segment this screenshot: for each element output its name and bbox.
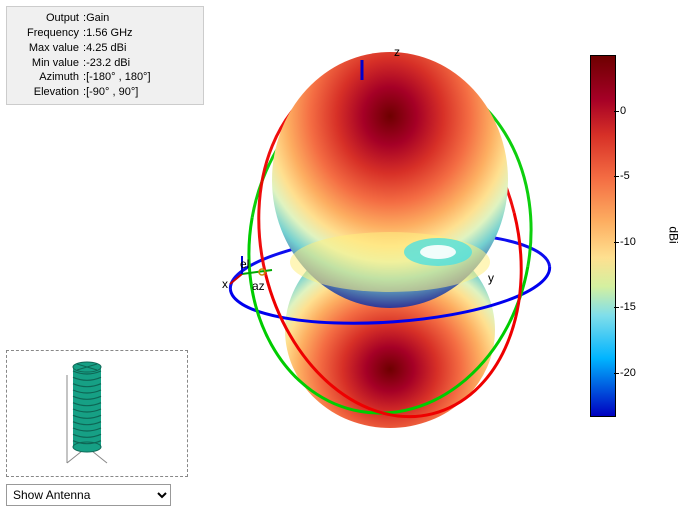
view-dropdown[interactable]: Show Antenna	[6, 484, 171, 506]
info-value: Gain	[86, 11, 195, 26]
colorbar-tick: -5	[620, 170, 630, 182]
info-value: [-90° , 90°]	[86, 85, 195, 100]
info-row: Min value : -23.2 dBi	[15, 56, 195, 71]
axis-label-el: el	[240, 257, 249, 271]
info-row: Azimuth : [-180° , 180°]	[15, 70, 195, 85]
radiation-pattern-plot: z y x azel	[200, 30, 580, 470]
axis-label-z: z	[394, 45, 400, 59]
colorbar-tick: -15	[620, 301, 636, 313]
info-label: Frequency	[15, 26, 83, 41]
colorbar-label: dBi	[666, 226, 680, 243]
colorbar-tick: 0	[620, 105, 626, 117]
colorbar-tick: -20	[620, 367, 636, 379]
info-row: Output : Gain	[15, 11, 195, 26]
plot-svg: z y x azel	[200, 30, 580, 470]
colorbar-ticks: 0 -5 -10 -15 -20	[620, 55, 650, 415]
info-value: 1.56 GHz	[86, 26, 195, 41]
info-label: Azimuth	[15, 70, 83, 85]
info-row: Max value : 4.25 dBi	[15, 41, 195, 56]
info-row: Elevation : [-90° , 90°]	[15, 85, 195, 100]
info-label: Min value	[15, 56, 83, 71]
info-label: Max value	[15, 41, 83, 56]
info-row: Frequency : 1.56 GHz	[15, 26, 195, 41]
info-box: Output : GainFrequency : 1.56 GHzMax val…	[6, 6, 204, 105]
antenna-thumbnail-svg	[7, 351, 187, 476]
info-label: Elevation	[15, 85, 83, 100]
axis-label-x: x	[222, 277, 228, 291]
view-dropdown-container: Show Antenna	[6, 484, 171, 506]
axis-label-y: y	[488, 271, 494, 285]
colorbar	[590, 55, 616, 417]
info-value: 4.25 dBi	[86, 41, 195, 56]
info-label: Output	[15, 11, 83, 26]
axis-label-az: az	[252, 279, 265, 293]
info-value: [-180° , 180°]	[86, 70, 195, 85]
colorbar-container: 0-5-10-15-20 dBi	[590, 55, 660, 415]
antenna-thumbnail-panel	[6, 350, 188, 477]
info-value: -23.2 dBi	[86, 56, 195, 71]
colorbar-tick: -10	[620, 236, 636, 248]
